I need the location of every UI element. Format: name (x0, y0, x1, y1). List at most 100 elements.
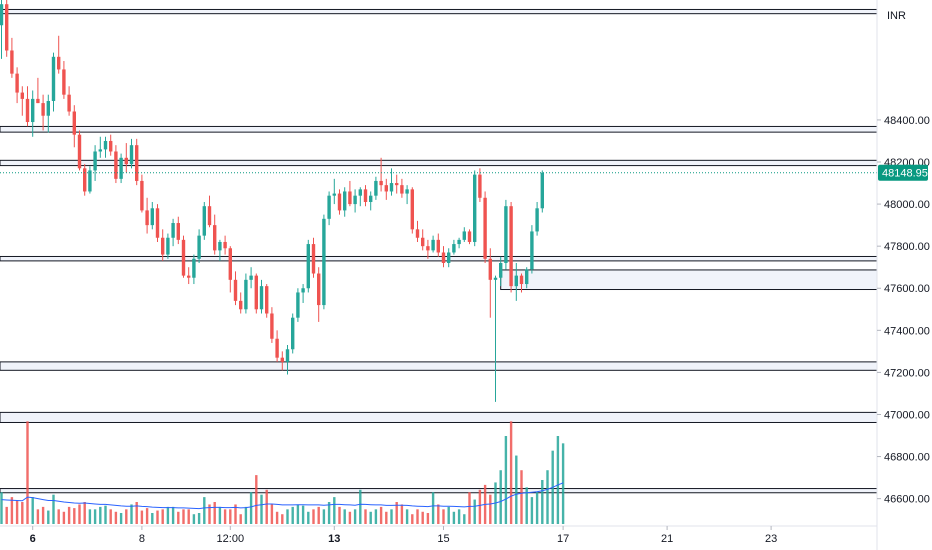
candle (140, 174, 144, 213)
volume-bar (400, 504, 404, 524)
candle (301, 284, 305, 303)
volume-bar (338, 506, 341, 524)
volume-bar (156, 510, 159, 524)
candle-body (192, 258, 196, 278)
candle (93, 145, 97, 181)
candle-body (228, 248, 232, 280)
candle (519, 273, 524, 293)
candle-body (369, 195, 373, 202)
candle-body (311, 244, 316, 274)
candle-body (363, 189, 368, 202)
candle (88, 166, 92, 194)
candle-body (20, 92, 24, 99)
candle (0, 0, 4, 59)
candle (535, 201, 539, 236)
price-axis[interactable]: 48400.0048200.0048000.0047800.0047600.00… (877, 115, 930, 506)
candle-body (270, 313, 274, 339)
candle (161, 229, 165, 261)
volume-bar (364, 509, 367, 524)
candle (473, 170, 477, 247)
volume-bar (520, 470, 523, 524)
candle-body (405, 189, 409, 194)
volume-bar (301, 505, 305, 524)
candle (202, 201, 206, 240)
candle (197, 229, 201, 263)
candle (150, 201, 154, 230)
zone-7[interactable] (0, 411, 878, 423)
candle-body (317, 273, 321, 306)
volume-bar (541, 480, 544, 524)
candle-body (72, 111, 76, 135)
volume-bar (21, 502, 24, 524)
candle (410, 187, 414, 234)
candle (483, 191, 487, 263)
candle (72, 105, 76, 148)
volume-bar (192, 514, 196, 524)
volume-bar (187, 509, 190, 524)
candle (270, 307, 274, 343)
candle-body (93, 151, 97, 171)
time-axis[interactable]: 6 8 12:00 13 15 17 21 23 (30, 526, 778, 545)
candle-body (473, 174, 477, 242)
zone-1[interactable] (0, 8, 878, 15)
volume-bar (374, 509, 378, 524)
candle-body (478, 174, 482, 198)
volume-bar (218, 506, 222, 524)
candle (129, 138, 134, 169)
volume-bar (109, 509, 112, 524)
candle-body (452, 244, 456, 253)
candle-body (379, 180, 383, 186)
volume-bar (161, 509, 164, 524)
volume-bar (73, 508, 76, 524)
zone-5[interactable] (500, 269, 878, 291)
candle-body (83, 168, 87, 192)
volume-bar (473, 499, 476, 524)
x-tick-label: 12:00 (217, 533, 245, 545)
volume-bar (52, 494, 55, 524)
volume-bar (203, 497, 206, 524)
volume-bar (99, 506, 102, 524)
volume-bar (78, 504, 81, 524)
zone-4[interactable] (0, 255, 878, 262)
candle (98, 136, 102, 158)
candle (192, 254, 196, 285)
candle (462, 227, 466, 242)
zone-8[interactable] (0, 488, 878, 494)
candle (233, 271, 238, 306)
x-tick-label: 15 (437, 533, 449, 545)
candle (530, 225, 534, 274)
candle (353, 189, 357, 213)
zone-2[interactable] (0, 125, 878, 133)
candle-body (254, 275, 258, 310)
x-tick-label: 17 (557, 533, 569, 545)
volume-bar (281, 514, 284, 524)
zone-6[interactable] (0, 361, 878, 371)
candle-body (441, 252, 446, 263)
volume-bar (437, 504, 440, 524)
volume-bar (47, 510, 50, 524)
volume-bar (525, 487, 528, 524)
currency-label[interactable]: INR (887, 10, 906, 22)
candle (431, 235, 435, 253)
volume-bar (239, 514, 242, 524)
candle (369, 191, 373, 211)
candle-body (140, 180, 144, 211)
candle (259, 279, 264, 314)
candle (493, 275, 498, 402)
candle (51, 52, 56, 112)
candle-body (51, 56, 56, 101)
candle (384, 178, 388, 200)
volume-bar (379, 506, 383, 524)
volume-bar (333, 497, 336, 524)
x-tick-label: 21 (661, 533, 673, 545)
y-tick-label: 46600.00 (884, 494, 930, 506)
candle-body (10, 50, 14, 74)
volume-bar (0, 492, 3, 524)
candle (228, 246, 232, 293)
candle (275, 330, 279, 362)
candles-layer (0, 0, 544, 402)
volume-bar (442, 509, 445, 524)
volume-bar (515, 455, 518, 524)
volume-bar (130, 504, 133, 524)
